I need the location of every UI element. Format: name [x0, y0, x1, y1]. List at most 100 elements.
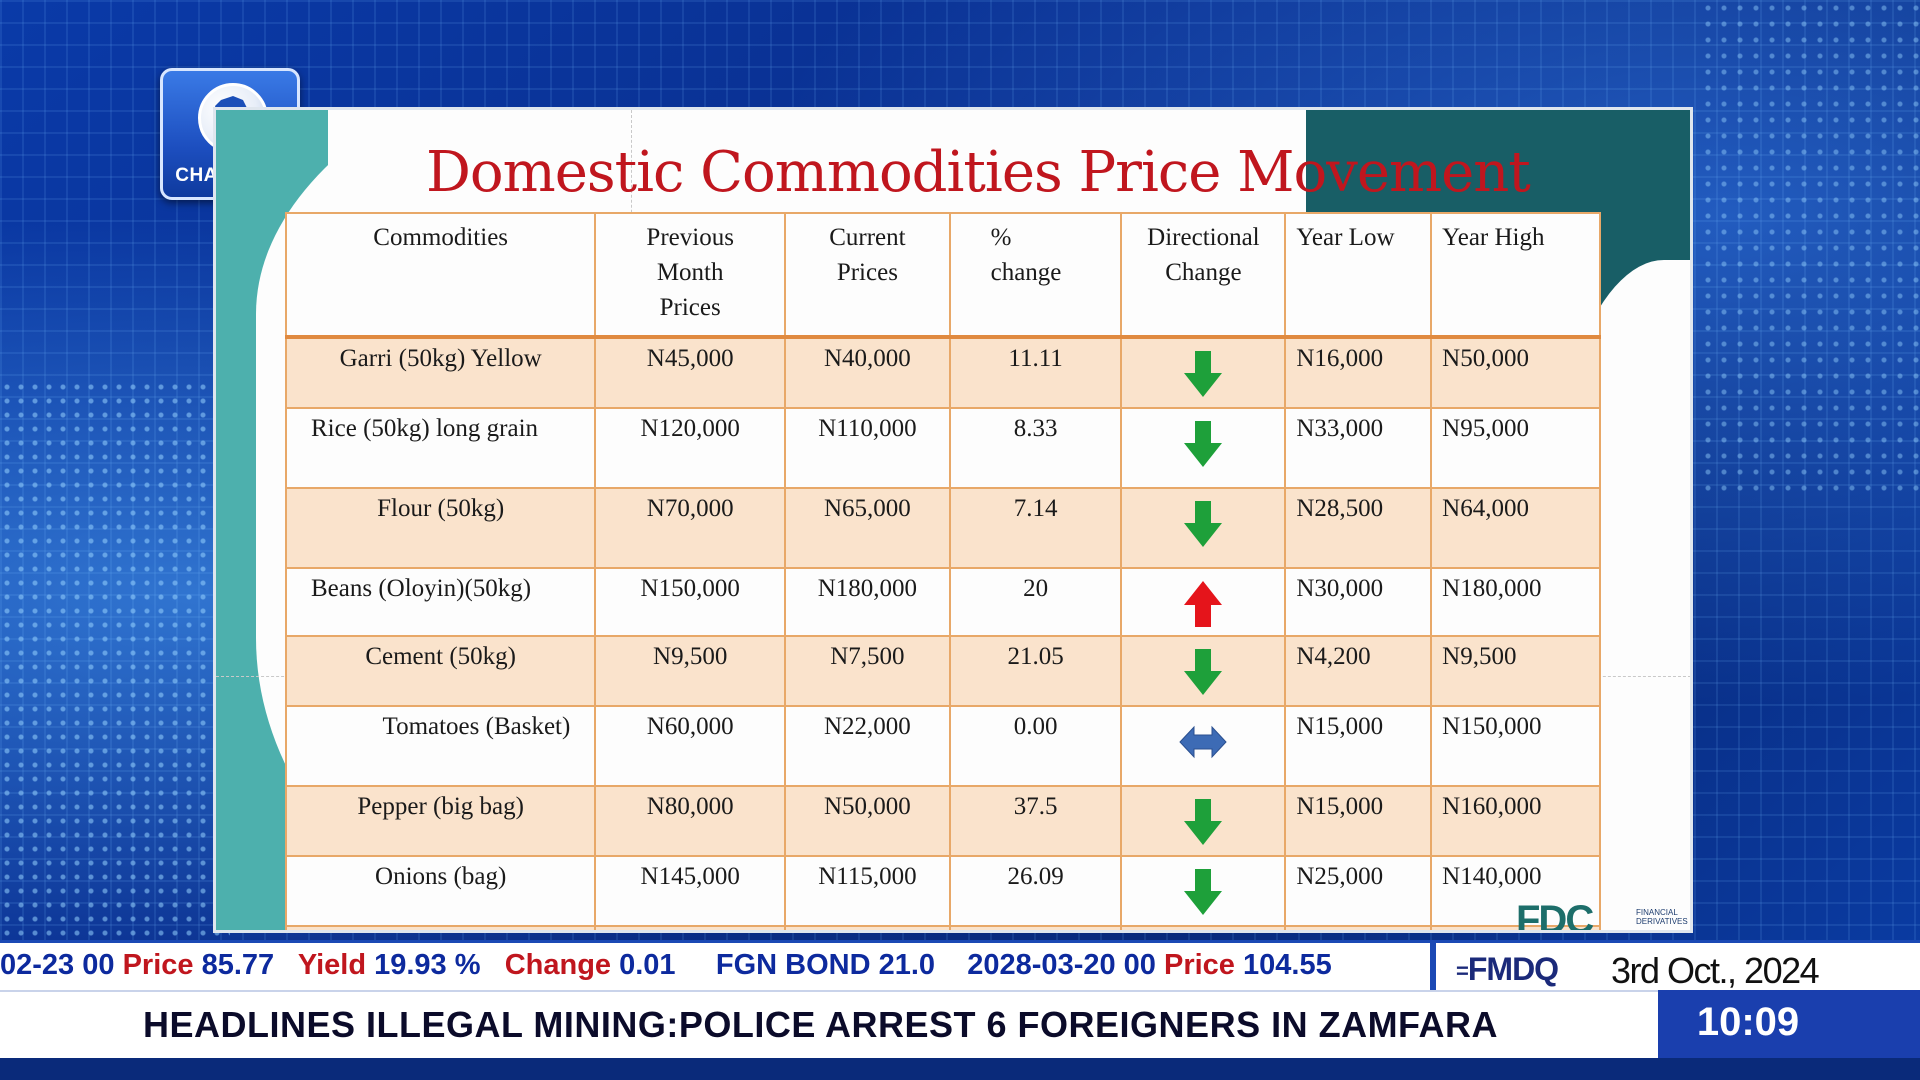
arrow-down-icon — [1184, 869, 1223, 915]
cell-low: N4,200 — [1284, 635, 1433, 707]
cell-high — [1430, 925, 1601, 930]
header-current-prices: Current Prices — [784, 212, 951, 339]
cell-commodity: Plantain Bunch — [284, 925, 597, 930]
headline-bar: HEADLINES ILLEGAL MINING:POLICE ARREST 6… — [0, 990, 1660, 1060]
cell-direction — [1120, 705, 1287, 787]
cell-high: N150,000 — [1430, 705, 1601, 787]
table-row: Flour (50kg) N70,000 N65,000 7.14 N28,500 N64… — [284, 487, 1601, 569]
headline-text: HEADLINES ILLEGAL MINING:POLICE ARREST 6… — [143, 1004, 1499, 1045]
cell-high: N140,000 — [1430, 855, 1601, 927]
fmdq-box: =FMDQ 3rd Oct., 2024 — [1430, 940, 1920, 991]
arrow-down-icon — [1184, 351, 1223, 397]
cell-prev: N145,000 — [594, 855, 787, 927]
cell-direction — [1120, 785, 1287, 857]
cell-pct: 21.05 — [948, 635, 1123, 707]
cell-commodity: Beans (Oloyin)(50kg) — [284, 567, 597, 637]
cell-high: N95,000 — [1430, 407, 1601, 489]
cell-direction — [1120, 567, 1287, 637]
cell-current: N65,000 — [784, 487, 951, 569]
cell-direction — [1120, 635, 1287, 707]
arrow-down-icon — [1184, 649, 1223, 695]
cell-current: N7,500 — [784, 635, 951, 707]
header-directional-change: Directional Change — [1120, 212, 1287, 339]
arrow-left-right-icon — [1179, 725, 1228, 759]
table-row: Pepper (big bag) N80,000 N50,000 37.5 N15,00… — [284, 785, 1601, 857]
cell-prev: N80,000 — [594, 785, 787, 857]
cell-low — [1284, 925, 1433, 930]
background-dots-left — [0, 380, 230, 940]
table-row: Beans (Oloyin)(50kg) N150,000 N180,000 20 N3… — [284, 567, 1601, 637]
cell-prev: N120,000 — [594, 407, 787, 489]
cell-high: N160,000 — [1430, 785, 1601, 857]
slide-panel: Domestic Commodities Price Movement Comm… — [213, 107, 1693, 933]
cell-current: N180,000 — [784, 567, 951, 637]
market-ticker: 02-23 00 Price 85.77 Yield 19.93 % Chang… — [0, 940, 1430, 993]
bottom-strip — [0, 1058, 1920, 1080]
table-row: Tomatoes (Basket) N60,000 N22,000 0.00 N15,0… — [284, 705, 1601, 787]
cell-prev: N150,000 — [594, 567, 787, 637]
arrow-down-icon — [1184, 421, 1223, 467]
cell-current: N50,000 — [784, 785, 951, 857]
cell-high: N9,500 — [1430, 635, 1601, 707]
cell-pct: 7.14 — [948, 487, 1123, 569]
cell-commodity: Garri (50kg) Yellow — [284, 336, 597, 409]
fdc-logo: FDC FINANCIAL DERIVATIVES — [1516, 898, 1688, 933]
cell-prev: N9,500 — [594, 635, 787, 707]
clock-time: 10:09 — [1696, 1000, 1800, 1044]
table-row: Cement (50kg) N9,500 N7,500 21.05 N4,200 N9,5… — [284, 635, 1601, 707]
arrow-down-icon — [1184, 799, 1223, 845]
fmdq-logo: =FMDQ — [1456, 951, 1559, 987]
cell-commodity: Pepper (big bag) — [284, 785, 597, 857]
table-row: Garri (50kg) Yellow N45,000 N40,000 11.11 N1… — [284, 336, 1601, 409]
cell-commodity: Onions (bag) — [284, 855, 597, 927]
cell-commodity: Tomatoes (Basket) — [284, 705, 597, 787]
cell-low: N28,500 — [1284, 487, 1433, 569]
cell-low: N15,000 — [1284, 785, 1433, 857]
cell-direction — [1120, 855, 1287, 927]
background-dots-right — [1700, 0, 1920, 500]
commodities-table: Commodities Previous Month Prices Curren… — [284, 212, 1601, 930]
cell-pct: 26.09 — [948, 855, 1123, 927]
cell-commodity: Flour (50kg) — [284, 487, 597, 569]
clock-box: 10:09 — [1658, 990, 1920, 1058]
header-year-high: Year High — [1430, 212, 1601, 339]
cell-direction — [1120, 487, 1287, 569]
table-row: Onions (bag) N145,000 N115,000 26.09 N25,000… — [284, 855, 1601, 927]
cell-current: N115,000 — [784, 855, 951, 927]
cell-current: N5,500 — [784, 925, 951, 930]
cell-high: N180,000 — [1430, 567, 1601, 637]
cell-direction — [1120, 925, 1287, 930]
ticker-date: 3rd Oct., 2024 — [1611, 950, 1820, 991]
cell-prev: N70,000 — [594, 487, 787, 569]
arrow-down-icon — [1184, 501, 1223, 547]
cell-direction — [1120, 336, 1287, 409]
cell-prev: N60,000 — [594, 705, 787, 787]
cell-direction — [1120, 407, 1287, 489]
cell-high: N64,000 — [1430, 487, 1601, 569]
cell-high: N50,000 — [1430, 336, 1601, 409]
cell-current: N110,000 — [784, 407, 951, 489]
header-year-low: Year Low — [1284, 212, 1433, 339]
table-header-row: Commodities Previous Month Prices Curren… — [284, 212, 1601, 339]
table-row: Rice (50kg) long grain N120,000 N110,000 8.… — [284, 407, 1601, 489]
slide-title: Domestic Commodities Price Movement — [426, 140, 1531, 205]
cell-pct: 20 — [948, 567, 1123, 637]
cell-low: N25,000 — [1284, 855, 1433, 927]
cell-low: N33,000 — [1284, 407, 1433, 489]
cell-pct: 8.33 — [948, 407, 1123, 489]
ticker-text: 02-23 00 Price 85.77 Yield 19.93 % Chang… — [0, 949, 1332, 981]
arrow-up-icon — [1184, 581, 1223, 627]
cell-pct: 11.11 — [948, 336, 1123, 409]
cell-low: N15,000 — [1284, 705, 1433, 787]
header-commodities: Commodities — [284, 212, 597, 339]
header-previous-month: Previous Month Prices — [594, 212, 787, 339]
cell-prev: N7,000 — [594, 925, 787, 930]
cell-commodity: Cement (50kg) — [284, 635, 597, 707]
cell-commodity: Rice (50kg) long grain — [284, 407, 597, 489]
cell-pct: 21.43 — [948, 925, 1123, 930]
cell-prev: N45,000 — [594, 336, 787, 409]
cell-pct: 37.5 — [948, 785, 1123, 857]
cell-low: N16,000 — [1284, 336, 1433, 409]
header-pct-change: % change — [948, 212, 1123, 339]
cell-pct: 0.00 — [948, 705, 1123, 787]
